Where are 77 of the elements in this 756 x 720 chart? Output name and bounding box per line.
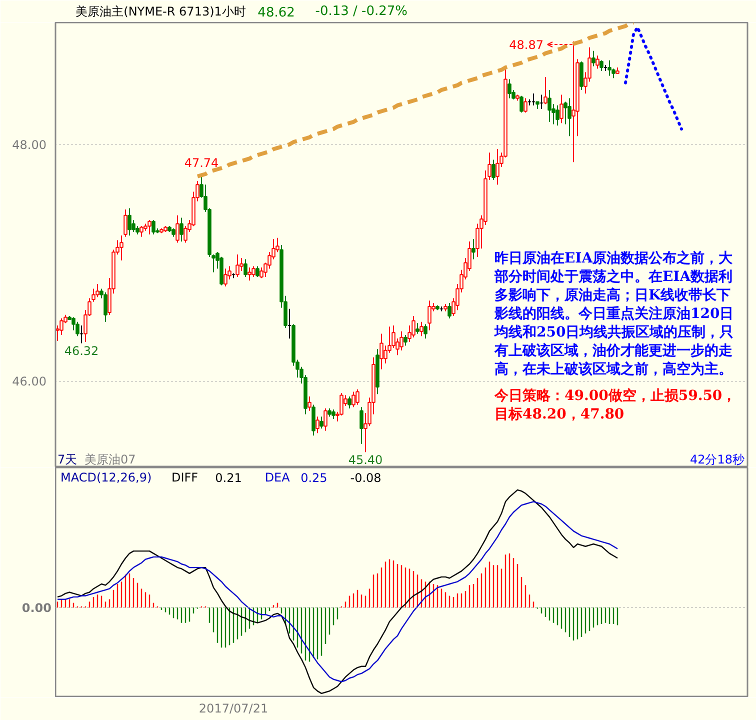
candlestick bbox=[76, 321, 80, 337]
annotation: 47.74 bbox=[184, 156, 219, 170]
candlestick bbox=[140, 226, 144, 238]
text: -0.08 bbox=[350, 471, 382, 485]
candlestick bbox=[332, 409, 336, 420]
candlestick bbox=[352, 391, 356, 408]
annotation: 48.87 bbox=[509, 38, 544, 52]
candlestick bbox=[320, 416, 324, 429]
candlestick bbox=[244, 258, 248, 278]
candlestick bbox=[448, 302, 452, 319]
candlestick bbox=[252, 266, 256, 278]
chart-title: MACD(12,26,9) bbox=[60, 470, 152, 484]
annotation: 42分18秒 bbox=[690, 452, 745, 466]
candlestick bbox=[600, 60, 604, 72]
candlestick bbox=[524, 98, 528, 113]
chart-title: 美原油主(NYME-R 6713)1小时 bbox=[76, 4, 246, 18]
annotation: 7天 bbox=[58, 452, 78, 466]
candlestick bbox=[472, 238, 476, 260]
annotation: 46.32 bbox=[64, 344, 99, 358]
candlestick bbox=[148, 220, 152, 235]
candlestick bbox=[496, 148, 500, 186]
candlestick bbox=[180, 217, 184, 242]
candlestick bbox=[308, 396, 312, 412]
ref-line-label: 0.00 bbox=[22, 601, 52, 616]
candlestick bbox=[324, 408, 328, 432]
line-series bbox=[624, 26, 683, 131]
annotation: 45.40 bbox=[348, 453, 383, 468]
candlestick bbox=[128, 208, 132, 236]
candlestick bbox=[580, 61, 584, 90]
candlestick bbox=[360, 406, 364, 444]
candlestick bbox=[380, 333, 384, 370]
candlestick bbox=[256, 266, 260, 278]
y-tick-label: 48.00 bbox=[12, 138, 47, 152]
y-tick-label: 46.00 bbox=[12, 374, 47, 389]
chart-subtitle: 48.62 bbox=[258, 6, 295, 20]
candlestick bbox=[120, 235, 124, 261]
candlestick bbox=[312, 404, 316, 436]
candlestick bbox=[592, 50, 596, 67]
candlestick bbox=[568, 98, 572, 137]
candlestick bbox=[572, 40, 576, 163]
annotation: 美原油07 bbox=[84, 452, 136, 466]
candlestick bbox=[492, 159, 496, 180]
candlestick bbox=[104, 292, 108, 322]
text: DIFF bbox=[171, 470, 198, 484]
candlestick bbox=[124, 208, 128, 238]
candlestick bbox=[556, 104, 560, 126]
candlestick bbox=[236, 254, 240, 278]
candlestick bbox=[176, 214, 180, 244]
candlestick bbox=[96, 284, 100, 298]
candlestick bbox=[420, 321, 424, 337]
candlestick bbox=[424, 324, 428, 339]
candlestick bbox=[544, 76, 548, 105]
candlestick bbox=[428, 300, 432, 331]
candlestick bbox=[400, 330, 404, 351]
candlestick bbox=[560, 94, 564, 124]
annotation: 今日策略：49.00做空，止损59.50，目标48.20，47.80 bbox=[494, 386, 736, 422]
candlestick bbox=[520, 95, 524, 113]
candlestick bbox=[596, 55, 600, 70]
text: 0.25 bbox=[300, 471, 328, 485]
text: -0.13 / -0.27% bbox=[315, 4, 408, 19]
candlestick bbox=[248, 266, 252, 282]
annotation: 昨日原油在EIA原油数据公布之前，大部分时间处于震荡之中。在EIA数据利多影响下，原油走高；日K线收带长下影线的阳线。今日重点关注原油120日均线和250日均线共振区域的压制，只有上破该区域，油价才能更进一步的走高，在未上破该区域之前，高空为主。 bbox=[494, 250, 734, 378]
candlestick bbox=[316, 416, 320, 434]
candlestick bbox=[260, 266, 264, 279]
candlestick bbox=[412, 316, 416, 338]
candlestick bbox=[404, 334, 408, 346]
candlestick bbox=[224, 268, 228, 287]
text: DEA bbox=[264, 470, 291, 484]
text: 0.21 bbox=[215, 471, 242, 485]
candlestick bbox=[356, 388, 360, 406]
candlestick bbox=[416, 322, 420, 334]
text: 2017/07/21 bbox=[198, 702, 268, 716]
candlestick bbox=[152, 220, 156, 235]
candlestick bbox=[508, 78, 512, 99]
candlestick bbox=[348, 396, 352, 409]
candlestick bbox=[608, 60, 612, 76]
candlestick bbox=[548, 89, 552, 122]
